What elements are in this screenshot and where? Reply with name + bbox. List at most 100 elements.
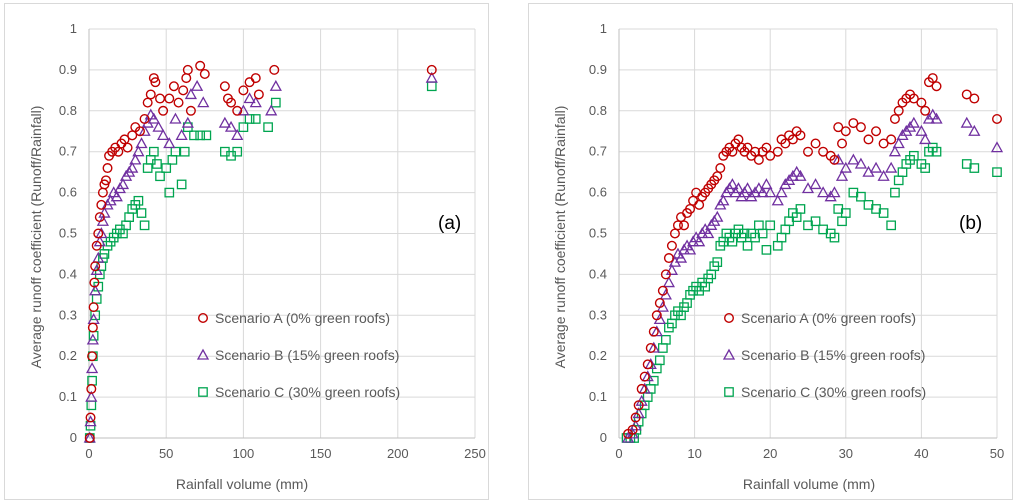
data-point: [173, 97, 184, 108]
data-point: [139, 113, 150, 124]
y-tick-label: 0.3: [59, 307, 77, 322]
data-point: [840, 126, 851, 137]
data-point: [657, 343, 668, 353]
y-tick-label: 0.4: [589, 266, 607, 281]
data-point: [147, 112, 160, 124]
x-tick-label: 0: [615, 446, 622, 461]
data-point: [787, 134, 798, 145]
data-point: [915, 124, 928, 136]
data-point: [833, 122, 844, 133]
data-point: [201, 130, 212, 141]
data-point: [178, 85, 189, 96]
data-point: [712, 257, 723, 267]
x-tick-label: 10: [687, 446, 701, 461]
data-point: [715, 163, 726, 174]
y-tick-label: 0.9: [59, 62, 77, 77]
y-tick-label: 0: [70, 430, 77, 445]
data-point: [155, 93, 166, 104]
data-point: [158, 105, 169, 116]
data-point: [990, 141, 1004, 153]
data-point: [837, 138, 848, 149]
data-point: [660, 269, 671, 280]
data-point: [893, 175, 904, 186]
data-point: [886, 134, 897, 145]
data-point: [148, 146, 159, 157]
y-tick-label: 0.6: [59, 185, 77, 200]
x-tick-label: 150: [310, 446, 332, 461]
data-point: [85, 362, 99, 374]
data-point: [269, 64, 280, 75]
data-point: [760, 178, 773, 190]
data-point: [133, 195, 144, 206]
data-point: [638, 382, 651, 394]
data-point: [650, 325, 663, 337]
data-point: [163, 137, 176, 149]
data-point: [927, 73, 938, 84]
data-point: [775, 186, 788, 198]
data-point: [931, 81, 942, 92]
data-point: [854, 157, 868, 169]
data-point: [828, 186, 841, 198]
legend: Scenario A (0% green roofs) Scenario B (1…: [196, 310, 400, 400]
data-point: [794, 169, 807, 181]
data-point: [829, 154, 840, 165]
data-point: [694, 199, 705, 210]
y-tick-label: 0.2: [589, 348, 607, 363]
chart-panel-a: 0 0.1 0.2 0.3 0.4 0.5 0.6 0.7 0.8 0.9 1 0 50 100 150 20…: [4, 3, 489, 500]
legend-marker-icon: [198, 387, 208, 397]
data-point: [89, 284, 102, 296]
data-point: [189, 130, 199, 141]
data-point: [761, 245, 772, 255]
y-tick-label: 0.4: [59, 266, 77, 281]
y-tick-label: 0.7: [589, 144, 607, 159]
data-point: [269, 79, 282, 91]
data-point: [837, 216, 847, 227]
data-point: [244, 114, 255, 124]
legend-label: Scenario A (0% green roofs): [741, 310, 916, 326]
data-point: [930, 112, 943, 124]
data-point: [776, 232, 787, 243]
data-point: [152, 159, 162, 169]
data-point: [249, 96, 262, 108]
scatter-chart-b: 00.10.20.30.40.50.60.70.80.910 10 20 30 40 50…: [552, 21, 1004, 492]
data-point: [135, 137, 148, 149]
data-point: [633, 400, 644, 411]
data-point: [142, 97, 153, 108]
data-point: [795, 204, 806, 214]
y-axis-title: Average runoff coefficient (Runoff/Rainf…: [28, 106, 44, 369]
data-point: [916, 97, 927, 108]
data-point: [263, 122, 273, 133]
legend-label: Scenario A (0% green roofs): [215, 310, 390, 326]
data-point: [717, 194, 730, 206]
data-point: [87, 351, 98, 362]
data-point: [869, 161, 883, 173]
y-axis-title: Average runoff coefficient (Runoff/Rainf…: [552, 106, 568, 369]
data-point: [732, 182, 745, 194]
data-point: [86, 333, 99, 345]
x-tick-label: 0: [85, 446, 92, 461]
data-point: [134, 126, 145, 137]
data-point: [90, 261, 101, 272]
data-point: [179, 146, 190, 157]
data-point: [961, 89, 972, 100]
data-point: [757, 228, 768, 239]
y-tick-label: 0.3: [589, 307, 607, 322]
data-point: [810, 138, 821, 149]
data-point: [654, 298, 665, 309]
data-point: [155, 171, 165, 182]
data-point: [848, 118, 859, 129]
data-point: [161, 163, 172, 173]
data-point: [630, 412, 641, 423]
data-point: [803, 146, 814, 157]
legend-label: Scenario C (30% green roofs): [741, 384, 926, 400]
data-point: [893, 105, 904, 116]
data-point: [835, 169, 849, 181]
data-point: [253, 89, 264, 100]
data-point: [642, 359, 653, 370]
data-point: [232, 146, 243, 157]
data-point: [886, 220, 897, 231]
data-point: [627, 424, 638, 435]
y-tick-label: 0.1: [59, 389, 77, 404]
data-point: [639, 371, 650, 382]
y-tick-label: 0: [600, 430, 607, 445]
